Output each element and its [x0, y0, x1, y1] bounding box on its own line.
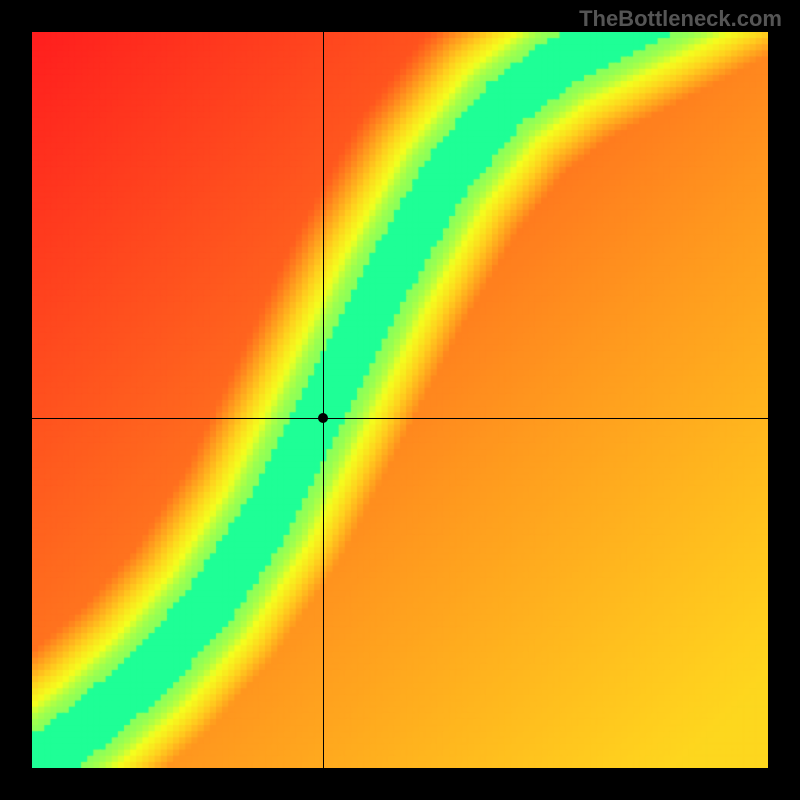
crosshair-marker: [318, 413, 328, 423]
crosshair-horizontal: [32, 418, 768, 419]
crosshair-vertical: [323, 32, 324, 768]
heatmap-plot: [32, 32, 768, 768]
heatmap-canvas: [32, 32, 768, 768]
watermark-text: TheBottleneck.com: [579, 6, 782, 32]
chart-container: TheBottleneck.com: [0, 0, 800, 800]
